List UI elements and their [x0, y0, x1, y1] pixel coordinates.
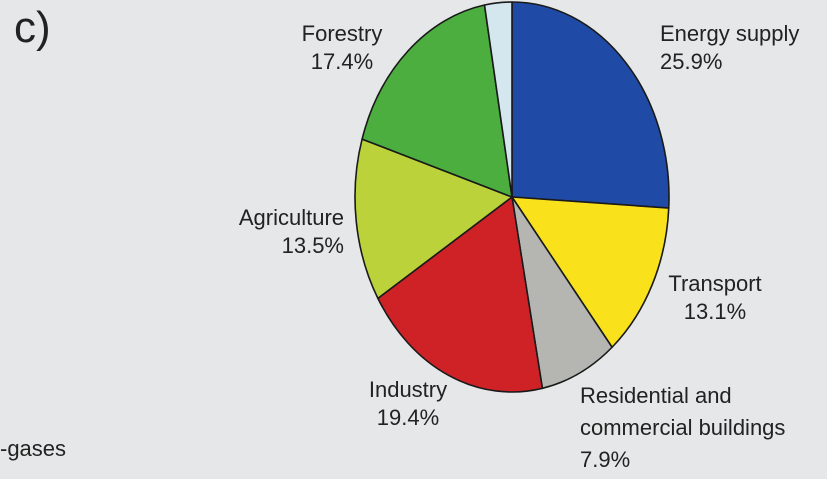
label-energy-supply-name: Energy supply [660, 21, 800, 46]
label-agriculture-name: Agriculture [238, 205, 344, 230]
label-residential-commercial: Residential and commercial buildings 7.9… [580, 380, 785, 476]
side-text: -gases [0, 436, 67, 461]
label-transport-value: 13.1% [683, 299, 747, 324]
pie-slice-industry [377, 196, 544, 393]
pie-slice-residential-and-commercial-buildings [511, 196, 613, 390]
panel-label: c) [14, 3, 51, 52]
label-energy-supply: Energy supply 25.9% [660, 20, 799, 76]
label-agriculture-value: 13.5% [281, 233, 344, 258]
label-residential-line1: Residential and [580, 383, 732, 408]
label-forestry-value: 17.4% [310, 49, 374, 74]
label-transport: Transport 13.1% [660, 270, 770, 326]
pie-slice-agriculture [354, 138, 513, 300]
label-residential-line2: commercial buildings [580, 415, 786, 440]
label-energy-supply-value: 25.9% [660, 49, 723, 74]
pie-slice-forestry [361, 4, 513, 198]
pie-slice-unlabeled [483, 1, 513, 198]
label-residential-value: 7.9% [580, 447, 631, 472]
label-agriculture: Agriculture 13.5% [196, 204, 344, 260]
label-industry: Industry 19.4% [344, 376, 472, 432]
label-industry-value: 19.4% [376, 405, 440, 430]
label-industry-name: Industry [368, 377, 448, 402]
label-transport-name: Transport [668, 271, 762, 296]
pie-slice-energy-supply [511, 1, 670, 209]
label-forestry: Forestry 17.4% [288, 20, 396, 76]
label-forestry-name: Forestry [301, 21, 383, 46]
pie-slice-transport [511, 196, 670, 349]
